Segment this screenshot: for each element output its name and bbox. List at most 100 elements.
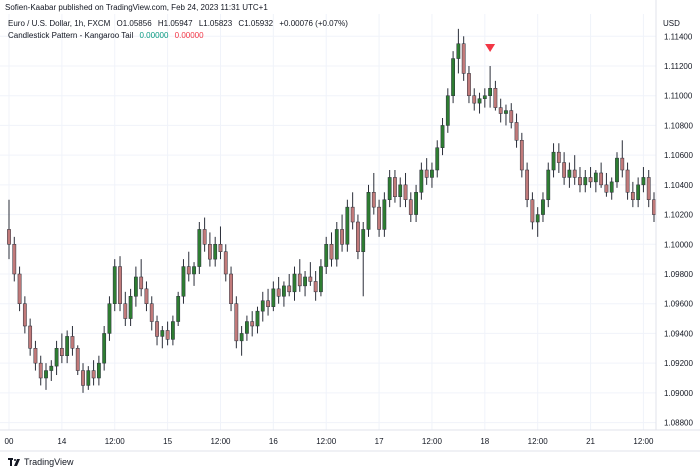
candle-body (255, 310, 260, 327)
candle-body (541, 199, 545, 215)
candle (530, 192, 535, 230)
candle-body (239, 333, 244, 342)
candle (12, 236, 17, 282)
candle-body (28, 325, 33, 349)
candle (504, 104, 508, 126)
candle (451, 51, 455, 104)
candle-body (118, 266, 122, 304)
candle (245, 315, 249, 341)
candle-body (625, 169, 630, 193)
candle (393, 170, 397, 203)
candle (615, 152, 619, 188)
candle-body (260, 300, 265, 312)
y-tick-label: 1.11000 (664, 92, 693, 101)
candle (652, 192, 656, 222)
candle-body (641, 177, 646, 186)
candle (313, 271, 318, 301)
indicator-name: Candlestick Pattern - Kangaroo Tail (8, 31, 134, 40)
candle (155, 315, 159, 346)
candle-body (562, 162, 567, 178)
candle-body (419, 169, 424, 193)
change-value: +0.00076 (+0.07%) (279, 19, 348, 28)
x-tick-label: 12:00 (316, 437, 337, 446)
candle (340, 214, 344, 252)
candle-body (155, 321, 159, 337)
candle-body (139, 276, 144, 290)
candle-body (81, 370, 85, 386)
y-tick-label: 1.09200 (664, 359, 693, 368)
y-tick-label: 1.10000 (664, 240, 693, 249)
candle (234, 296, 239, 349)
candle-body (334, 229, 339, 260)
candle-body (588, 177, 593, 183)
candle (123, 291, 128, 326)
candle-body (578, 177, 582, 186)
candle (86, 366, 91, 390)
indicator-legend: Candlestick Pattern - Kangaroo Tail 0.00… (8, 31, 208, 40)
candle-body (488, 88, 492, 96)
candle (424, 158, 429, 185)
y-tick-label: 1.10200 (664, 211, 693, 220)
candle-body (186, 266, 191, 275)
x-tick-label: 12:00 (633, 437, 654, 446)
candle-body (276, 288, 281, 297)
candle-body (350, 206, 355, 223)
candle-body (266, 300, 270, 307)
candle (514, 113, 519, 148)
candle (551, 143, 556, 178)
candle (472, 88, 477, 111)
candle (239, 326, 244, 356)
candle-body (102, 333, 107, 364)
candle-body (308, 276, 313, 282)
candle (107, 296, 112, 341)
footer-brand: TradingView (8, 457, 74, 467)
candle-body (38, 362, 43, 379)
candle-body (176, 296, 181, 322)
candle-body (218, 244, 223, 252)
candle-body (202, 229, 207, 245)
candle-body (387, 177, 392, 200)
candle-body (297, 273, 302, 287)
close-value: C1.05932 (238, 19, 274, 28)
candle-body (144, 288, 149, 304)
candle (22, 296, 27, 334)
candle (255, 306, 260, 334)
candle-body (599, 172, 604, 186)
tradingview-logo-icon (8, 457, 20, 466)
candle (646, 170, 651, 208)
candle (308, 262, 313, 286)
candle (556, 143, 561, 173)
candle (440, 118, 445, 156)
candle (96, 355, 101, 386)
candle (377, 199, 381, 237)
candle (213, 236, 218, 267)
candle-body (197, 229, 202, 267)
candle (144, 281, 149, 312)
y-tick-label: 1.10800 (664, 121, 693, 130)
candle (319, 259, 323, 297)
candle (371, 172, 376, 215)
candle-body (572, 169, 577, 178)
candle (599, 162, 604, 188)
candle-body (250, 321, 255, 327)
candle-body (128, 296, 133, 319)
candle-body (451, 58, 455, 96)
candle (297, 259, 302, 292)
candle (604, 172, 609, 197)
candle (493, 80, 498, 111)
candle-body (424, 169, 429, 178)
candle (477, 92, 482, 114)
candle (572, 155, 577, 185)
candle (345, 199, 350, 252)
candle-body (12, 244, 17, 275)
candle-body (112, 266, 117, 304)
candle-body (414, 192, 418, 215)
candle-body (149, 303, 154, 322)
candle-body (604, 184, 609, 193)
candle (482, 88, 487, 108)
candle (366, 184, 371, 237)
candle (186, 251, 191, 282)
candle-body (340, 229, 344, 245)
candle-body (530, 199, 535, 223)
y-tick-label: 1.11400 (664, 32, 693, 41)
